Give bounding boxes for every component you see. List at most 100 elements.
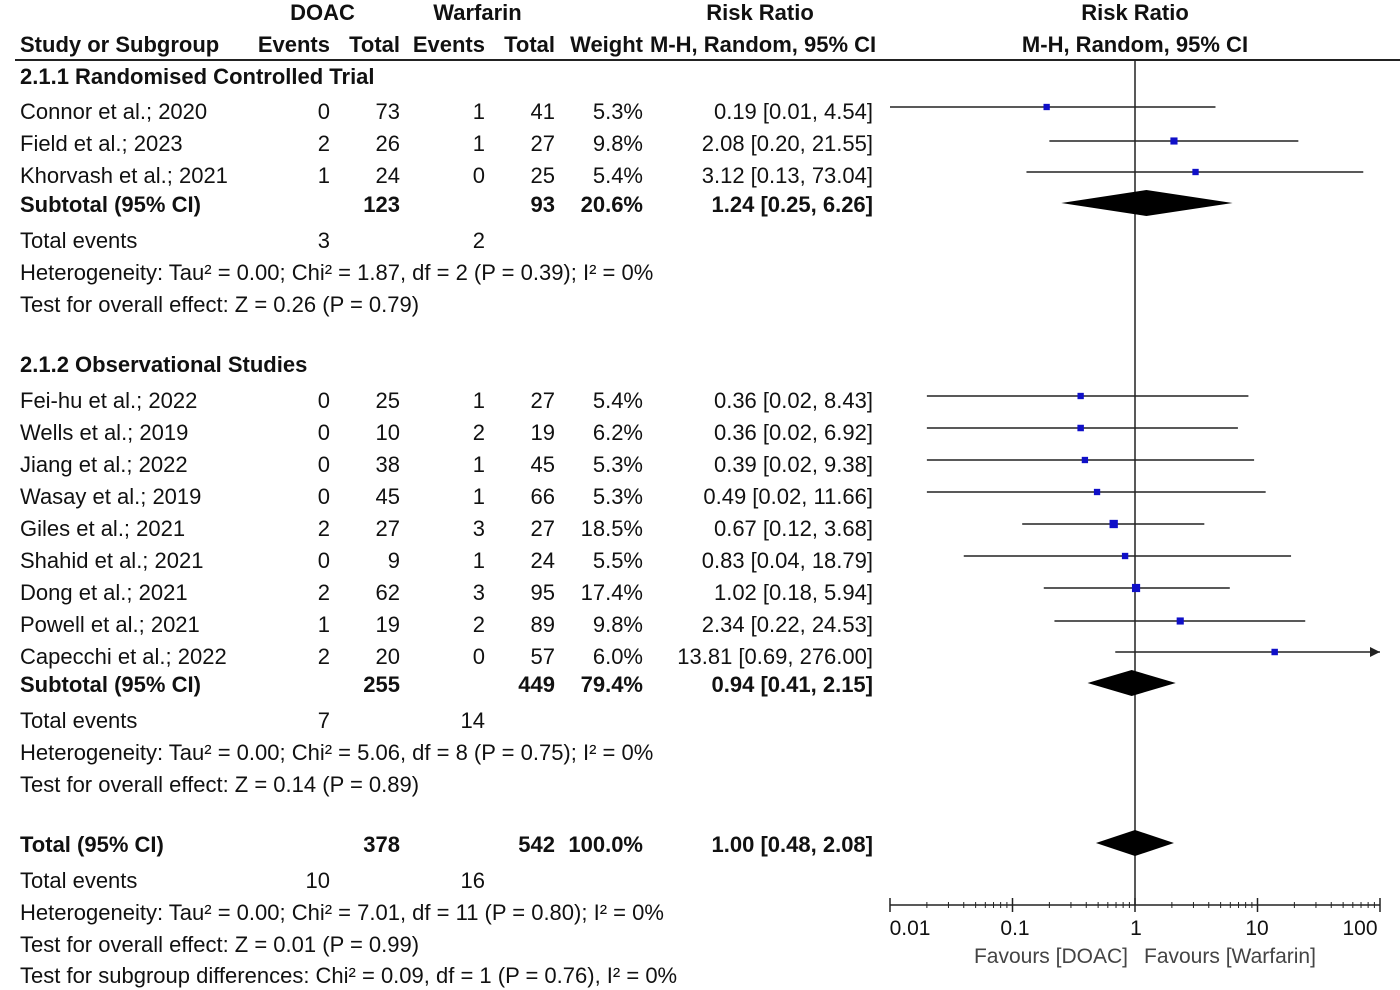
doac-events: 0 xyxy=(317,548,330,573)
doac-total: 9 xyxy=(387,548,400,573)
total-events-doac: 3 xyxy=(317,228,330,253)
risk-ratio-header-right: Risk Ratio xyxy=(1081,0,1189,25)
col-total2-header: Total xyxy=(504,32,555,57)
subtotal-weight: 20.6% xyxy=(580,192,643,217)
doac-events: 0 xyxy=(317,99,330,124)
weight: 9.8% xyxy=(592,612,643,637)
weight: 5.4% xyxy=(592,163,643,188)
study-marker xyxy=(1271,648,1278,656)
col-method-header-right: M-H, Random, 95% CI xyxy=(1021,32,1249,57)
subtotal-ci-text: 0.94 [0.41, 2.15] xyxy=(711,672,873,697)
warfarin-total: 19 xyxy=(530,420,555,445)
overall-effect-text: Test for overall effect: Z = 0.01 (P = 0… xyxy=(20,932,420,957)
axis-tick-label: 0.1 xyxy=(1000,917,1030,940)
heterogeneity-text: Heterogeneity: Tau² = 0.00; Chi² = 7.01,… xyxy=(20,900,664,925)
weight: 5.3% xyxy=(592,99,643,124)
warfarin-total: 95 xyxy=(530,580,555,605)
weight: 17.4% xyxy=(580,580,643,605)
warfarin-events: 1 xyxy=(472,452,485,477)
doac-total: 24 xyxy=(375,163,400,188)
doac-events: 2 xyxy=(317,644,330,669)
study-marker xyxy=(1077,392,1084,400)
study-name: Connor et al.; 2020 xyxy=(20,99,208,124)
study-name: Capecchi et al.; 2022 xyxy=(20,644,227,669)
subtotal-doac-total: 123 xyxy=(363,192,400,217)
ci-text: 0.49 [0.02, 11.66] xyxy=(703,484,873,509)
col-weight-header: Weight xyxy=(570,32,643,57)
risk-ratio-header-left: Risk Ratio xyxy=(706,0,814,25)
overall-weight: 100.0% xyxy=(568,832,643,857)
favours-warfarin-label: Favours [Warfarin] xyxy=(1144,945,1316,968)
heterogeneity-text: Heterogeneity: Tau² = 0.00; Chi² = 5.06,… xyxy=(20,740,654,765)
study-marker xyxy=(1170,137,1178,145)
favours-doac-label: Favours [DOAC] xyxy=(973,945,1128,968)
study-marker xyxy=(1192,168,1199,176)
study-marker xyxy=(1043,103,1050,111)
weight: 5.3% xyxy=(592,484,643,509)
doac-events: 0 xyxy=(317,452,330,477)
ci-text: 2.34 [0.22, 24.53] xyxy=(701,612,873,637)
overall-ci-text: 1.00 [0.48, 2.08] xyxy=(711,832,873,857)
warfarin-events: 3 xyxy=(472,516,485,541)
doac-events: 0 xyxy=(317,388,330,413)
warfarin-events: 1 xyxy=(472,548,485,573)
doac-total: 26 xyxy=(375,131,400,156)
study-name: Giles et al.; 2021 xyxy=(20,516,186,541)
study-name: Khorvash et al.; 2021 xyxy=(20,163,228,188)
ci-text: 0.67 [0.12, 3.68] xyxy=(713,516,873,541)
doac-events: 0 xyxy=(317,484,330,509)
axis-tick-label: 0.01 xyxy=(889,917,931,940)
study-name: Wells et al.; 2019 xyxy=(20,420,189,445)
heterogeneity-text: Heterogeneity: Tau² = 0.00; Chi² = 1.87,… xyxy=(20,260,654,285)
weight: 5.4% xyxy=(592,388,643,413)
doac-total: 19 xyxy=(375,612,400,637)
doac-total: 25 xyxy=(375,388,400,413)
col-events1-header: Events xyxy=(257,32,330,57)
subtotal-doac-total: 255 xyxy=(363,672,400,697)
warfarin-total: 27 xyxy=(530,516,555,541)
warfarin-total: 27 xyxy=(530,131,555,156)
study-marker xyxy=(1176,617,1184,625)
overall-effect-text: Test for overall effect: Z = 0.14 (P = 0… xyxy=(20,772,420,797)
warfarin-events: 0 xyxy=(472,163,485,188)
doac-total: 10 xyxy=(375,420,400,445)
ci-text: 0.39 [0.02, 9.38] xyxy=(713,452,873,477)
subtotal-warfarin-total: 93 xyxy=(530,192,555,217)
subtotal-weight: 79.4% xyxy=(580,672,643,697)
warfarin-events: 3 xyxy=(472,580,485,605)
study-name: Wasay et al.; 2019 xyxy=(20,484,202,509)
col-events2-header: Events xyxy=(412,32,485,57)
doac-total: 73 xyxy=(375,99,400,124)
doac-total: 20 xyxy=(375,644,400,669)
warfarin-total: 57 xyxy=(530,644,555,669)
total-events-warfarin: 16 xyxy=(460,868,485,893)
study-marker xyxy=(1077,424,1084,432)
weight: 9.8% xyxy=(592,131,643,156)
doac-events: 2 xyxy=(317,131,330,156)
doac-events: 1 xyxy=(317,163,330,188)
weight: 6.0% xyxy=(592,644,643,669)
total-events-warfarin: 14 xyxy=(460,708,485,733)
study-name: Fei-hu et al.; 2022 xyxy=(20,388,198,413)
study-marker xyxy=(1109,519,1118,529)
study-name: Shahid et al.; 2021 xyxy=(20,548,204,573)
study-marker xyxy=(1121,552,1129,560)
pooled-diamond xyxy=(1061,190,1233,216)
study-marker xyxy=(1093,488,1101,496)
ci-text: 0.36 [0.02, 6.92] xyxy=(713,420,873,445)
ci-text: 0.83 [0.04, 18.79] xyxy=(701,548,873,573)
weight: 18.5% xyxy=(580,516,643,541)
ci-text: 0.19 [0.01, 4.54] xyxy=(713,99,873,124)
warfarin-total: 27 xyxy=(530,388,555,413)
subtotal-label: Subtotal (95% CI) xyxy=(20,192,201,217)
doac-total: 45 xyxy=(375,484,400,509)
axis-tick-label: 10 xyxy=(1245,917,1269,940)
doac-total: 27 xyxy=(375,516,400,541)
weight: 5.5% xyxy=(592,548,643,573)
subtotal-label: Subtotal (95% CI) xyxy=(20,672,201,697)
study-name: Powell et al.; 2021 xyxy=(20,612,200,637)
doac-events: 1 xyxy=(317,612,330,637)
warfarin-total: 66 xyxy=(530,484,555,509)
